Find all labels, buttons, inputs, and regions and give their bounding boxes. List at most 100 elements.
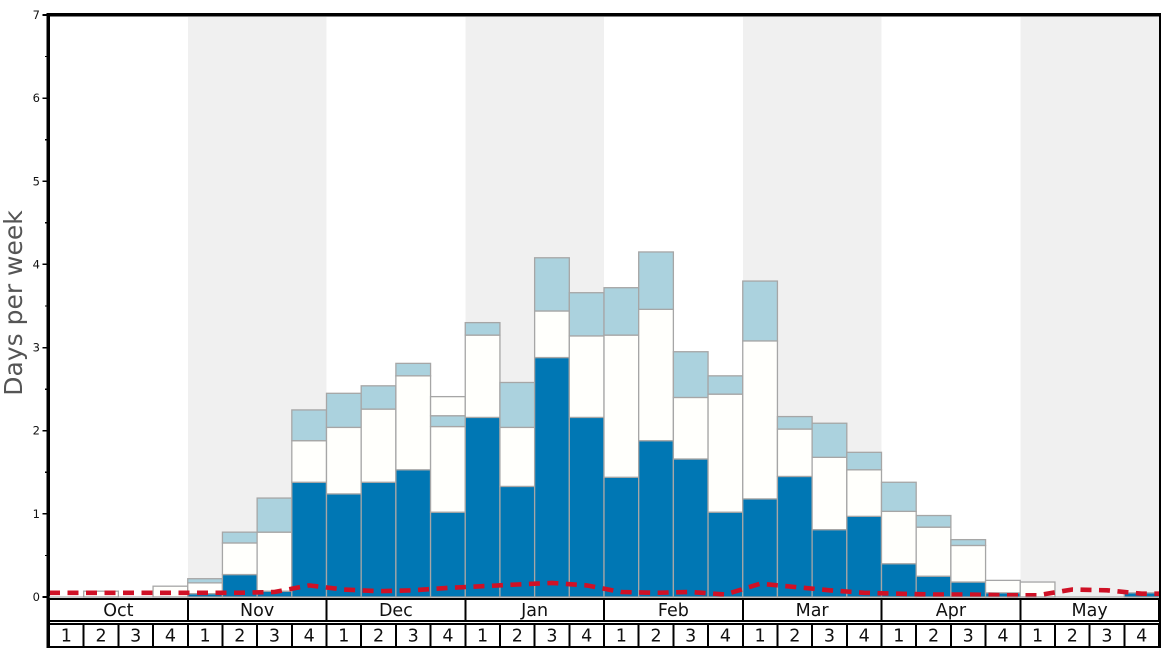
- bar-segment-white: [880, 510, 917, 565]
- week-label: 3: [824, 627, 835, 647]
- week-label: 1: [893, 627, 904, 647]
- week-label: 1: [61, 627, 72, 647]
- month-label: Nov: [240, 601, 274, 621]
- month-label: Feb: [658, 601, 689, 621]
- week-label: 4: [581, 627, 592, 647]
- week-label: 3: [546, 627, 557, 647]
- week-label: 1: [1032, 627, 1043, 647]
- bar-segment-white: [846, 469, 883, 518]
- y-tick-label: 3: [33, 341, 40, 355]
- week-label: 2: [95, 627, 106, 647]
- bar-segment-dark-blue: [429, 511, 466, 598]
- bar-segment-dark-blue: [846, 515, 883, 598]
- bar-segment-light-blue: [360, 385, 397, 410]
- bar-segment-dark-blue: [325, 493, 362, 598]
- bar-segment-white: [395, 375, 432, 471]
- bar-segment-light-blue: [325, 392, 362, 429]
- bar-segment-white: [811, 456, 848, 531]
- week-label: 4: [304, 627, 315, 647]
- bar-segment-light-blue: [672, 351, 709, 399]
- bar-segment-white: [464, 334, 501, 419]
- bar-segment-dark-blue: [603, 476, 640, 598]
- month-band-may: [1020, 17, 1159, 597]
- bar-segment-dark-blue: [360, 481, 397, 598]
- y-tick-label: 1: [33, 507, 40, 521]
- bars-layer: [83, 251, 1160, 598]
- month-label: Mar: [796, 601, 830, 621]
- week-label: 4: [1136, 627, 1147, 647]
- week-label: 1: [477, 627, 488, 647]
- bar-segment-dark-blue: [672, 458, 709, 598]
- week-label: 3: [130, 627, 141, 647]
- y-tick-label: 2: [33, 424, 40, 438]
- week-label: 1: [755, 627, 766, 647]
- bar-segment-light-blue: [221, 531, 258, 544]
- bar-segment-white: [499, 426, 536, 488]
- bar-segment-light-blue: [707, 375, 744, 395]
- month-week-grid-layer: Oct Nov Dec Jan Feb Mar Apr May 1 2 3 4 1 2 3 4 1 2 3 4 1 2 3 4…: [48, 598, 1160, 648]
- y-tick-label: 7: [33, 8, 40, 22]
- bar-segment-white: [950, 544, 987, 583]
- bar-segment-dark-blue: [638, 440, 675, 598]
- bar-segment-light-blue: [187, 578, 224, 584]
- month-label: Oct: [103, 601, 133, 621]
- bar-segment-dark-blue: [291, 481, 328, 598]
- axes-frame-layer: [46, 13, 1161, 648]
- bar-segment-white: [776, 428, 813, 478]
- bar-segment-light-blue: [464, 321, 501, 336]
- week-label: 3: [408, 627, 419, 647]
- y-ticks-layer: 0 1 2 3 4 5 6 7: [33, 8, 49, 604]
- week-label: 4: [997, 627, 1008, 647]
- plot-top-border: [46, 13, 1161, 17]
- y-tick-label: 6: [33, 91, 40, 105]
- bar-segment-dark-blue: [707, 511, 744, 598]
- week-label: 4: [859, 627, 870, 647]
- y-tick-label: 0: [33, 590, 40, 604]
- bar-segment-white: [915, 526, 952, 577]
- bar-segment-light-blue: [429, 415, 466, 428]
- bar-segment-dark-blue: [742, 498, 779, 598]
- week-label: 2: [1067, 627, 1078, 647]
- y-axis-line: [46, 13, 50, 648]
- bar-segment-white: [325, 426, 362, 495]
- bar-segment-white-cap: [429, 395, 466, 417]
- bar-segment-white: [672, 396, 709, 460]
- week-label: 1: [616, 627, 627, 647]
- week-label: 2: [373, 627, 384, 647]
- week-label: 2: [789, 627, 800, 647]
- week-cell: [1123, 623, 1160, 648]
- week-label: 4: [442, 627, 453, 647]
- bar-segment-white: [256, 531, 293, 592]
- month-cell: [1019, 598, 1160, 622]
- bar-segment-dark-blue: [464, 416, 501, 598]
- y-tick-label: 4: [33, 257, 40, 271]
- week-label: 2: [650, 627, 661, 647]
- week-label: 4: [720, 627, 731, 647]
- bar-segment-white: [533, 310, 570, 359]
- bar-segment-white: [291, 440, 328, 483]
- bar-segment-white: [638, 308, 675, 442]
- bar-segment-light-blue: [499, 381, 536, 429]
- bar-segment-white: [360, 408, 397, 483]
- bar-segment-light-blue: [291, 409, 328, 442]
- week-label: 3: [1101, 627, 1112, 647]
- bar-segment-dark-blue: [568, 416, 605, 598]
- bar-segment-light-blue: [395, 362, 432, 377]
- bar-segment-light-blue: [776, 415, 813, 430]
- month-label: Dec: [379, 601, 413, 621]
- bar-segment-dark-blue: [395, 469, 432, 598]
- bar-segment-dark-blue: [499, 485, 536, 598]
- y-axis-title: Days per week: [0, 210, 28, 396]
- bar-segment-light-blue: [603, 287, 640, 336]
- week-label: 3: [269, 627, 280, 647]
- month-label: May: [1072, 601, 1108, 621]
- bar-segment-white: [221, 542, 258, 576]
- bar-segment-light-blue: [533, 257, 570, 312]
- week-label: 1: [200, 627, 211, 647]
- bar-segment-dark-blue: [811, 529, 848, 598]
- plot-right-border: [1159, 13, 1161, 648]
- bar-segment-light-blue: [638, 251, 675, 310]
- bar-segment-light-blue: [915, 514, 952, 528]
